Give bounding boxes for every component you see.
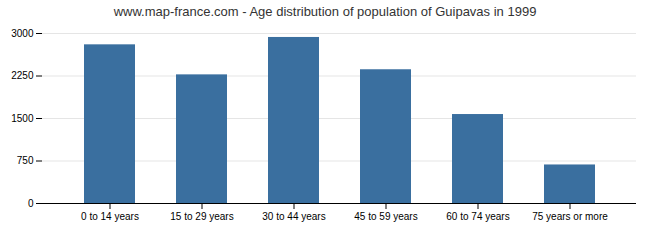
svg-text:45 to 59 years: 45 to 59 years — [354, 211, 417, 222]
svg-text:0: 0 — [28, 198, 34, 209]
svg-text:15 to 29 years: 15 to 29 years — [170, 211, 233, 222]
svg-text:75 years or more: 75 years or more — [532, 211, 608, 222]
svg-text:750: 750 — [17, 155, 34, 166]
svg-text:3000: 3000 — [11, 28, 34, 39]
svg-text:2250: 2250 — [11, 70, 34, 81]
svg-text:0 to 14 years: 0 to 14 years — [81, 211, 139, 222]
svg-text:1500: 1500 — [11, 113, 34, 124]
svg-text:30 to 44 years: 30 to 44 years — [262, 211, 325, 222]
html-text:www.map-france.com - Age distr: www.map-france.com - Age distribution of… — [113, 4, 537, 19]
svg-text:60 to 74 years: 60 to 74 years — [446, 211, 509, 222]
